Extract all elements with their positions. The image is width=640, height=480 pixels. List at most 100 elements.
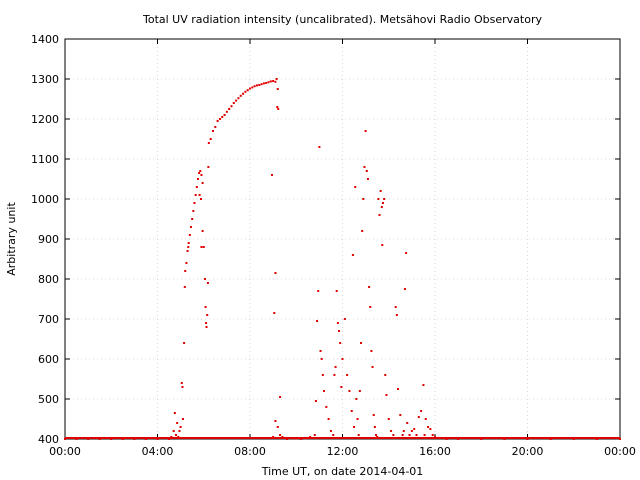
data-point: [333, 374, 336, 376]
data-point: [381, 244, 384, 246]
data-point: [420, 410, 423, 412]
x-axis-label: Time UT, on date 2014-04-01: [261, 465, 424, 478]
y-tick-label: 900: [38, 233, 59, 246]
data-point: [176, 422, 179, 424]
data-point: [203, 278, 206, 280]
data-point: [429, 428, 432, 430]
data-point: [354, 186, 357, 188]
data-point: [408, 434, 411, 436]
data-point: [198, 194, 201, 196]
data-point: [356, 418, 359, 420]
data-point: [369, 306, 372, 308]
data-point: [232, 102, 235, 104]
data-point: [353, 426, 356, 428]
data-point: [173, 412, 176, 414]
data-point: [192, 210, 195, 212]
data-point: [397, 388, 399, 390]
data-point: [377, 198, 380, 200]
data-point: [424, 418, 427, 420]
axis-ticks: 400 500 600 700 800 900 1000 1100 1200 1300 1400 00…: [31, 33, 636, 458]
data-point: [183, 286, 186, 288]
data-point: [214, 126, 217, 128]
data-point: [205, 326, 208, 328]
data-point: [351, 254, 354, 256]
data-point: [350, 410, 353, 412]
data-point: [380, 206, 383, 208]
data-point: [341, 358, 344, 360]
data-point: [323, 390, 325, 392]
data-point: [194, 194, 197, 196]
data-point: [273, 312, 276, 314]
data-point: [329, 430, 332, 432]
x-tick-label: 16:00: [419, 445, 451, 458]
data-point: [201, 230, 204, 232]
y-tick-label: 1000: [31, 193, 59, 206]
data-point: [188, 234, 191, 236]
data-point: [327, 418, 330, 420]
data-point: [375, 434, 378, 436]
data-point: [206, 282, 209, 284]
data-point: [427, 426, 430, 428]
data-point: [325, 406, 328, 408]
data-point: [363, 166, 366, 168]
data-point: [212, 130, 214, 132]
data-point: [193, 202, 196, 204]
data-point: [255, 84, 258, 87]
x-tick-label: 08:00: [234, 445, 266, 458]
data-point: [343, 318, 346, 320]
data-point: [357, 434, 360, 436]
data-point: [355, 398, 358, 400]
data-point: [340, 386, 343, 388]
data-point: [360, 342, 362, 344]
data-point: [335, 290, 338, 292]
data-point: [260, 83, 263, 86]
y-tick-label: 800: [38, 273, 59, 286]
y-tick-label: 1400: [31, 33, 59, 46]
data-point: [401, 434, 404, 436]
data-point: [402, 430, 405, 432]
data-point: [185, 262, 188, 264]
data-point: [405, 252, 408, 254]
data-point: [321, 374, 324, 376]
data-point: [179, 426, 182, 428]
data-point: [275, 78, 278, 80]
data-point: [417, 416, 420, 418]
data-point: [279, 434, 282, 436]
data-point: [274, 80, 277, 83]
data-point: [348, 390, 351, 392]
data-point: [364, 130, 367, 132]
data-point: [431, 434, 434, 436]
data-point: [371, 366, 374, 368]
data-point: [415, 434, 418, 436]
data-point: [276, 106, 279, 108]
data-point: [209, 138, 212, 140]
y-tick-label: 700: [38, 313, 59, 326]
data-point: [178, 430, 181, 432]
data-point: [270, 174, 273, 176]
data-point: [387, 418, 390, 420]
data-point: [196, 178, 199, 180]
data-point: [235, 99, 238, 102]
data-point: [246, 89, 249, 92]
data-point: [251, 86, 254, 89]
data-point: [187, 242, 190, 244]
data-point: [221, 116, 224, 118]
data-point: [332, 434, 335, 436]
data-point: [274, 420, 277, 422]
data-point: [392, 434, 395, 436]
data-point: [244, 90, 247, 93]
data-point: [366, 178, 369, 180]
data-point: [195, 186, 198, 188]
data-point: [181, 386, 184, 388]
data-point: [267, 81, 270, 84]
data-point: [372, 414, 375, 416]
data-point: [370, 350, 373, 352]
data-point: [199, 170, 202, 172]
data-point: [399, 414, 402, 416]
data-point: [313, 434, 316, 436]
data-point: [390, 430, 393, 432]
data-point: [230, 105, 233, 108]
y-tick-label: 1300: [31, 73, 59, 86]
